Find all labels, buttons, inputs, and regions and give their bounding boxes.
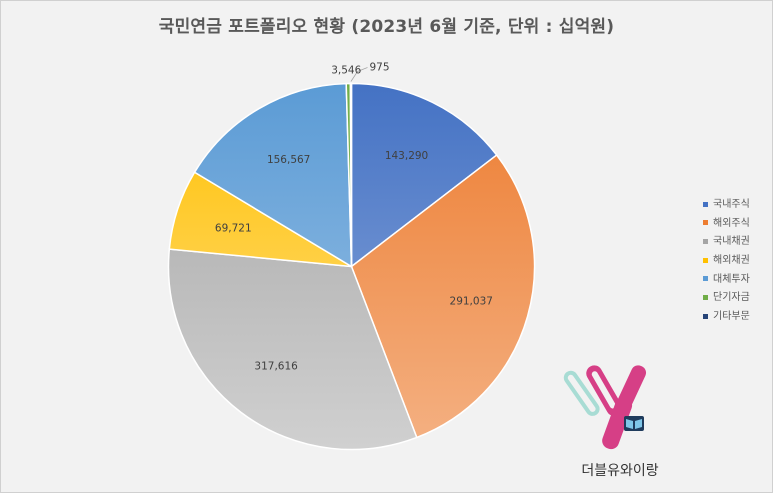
- data-label-3: 317,616: [254, 361, 298, 373]
- pie-slice-3: [167, 248, 418, 451]
- legend-swatch: [703, 257, 708, 263]
- data-label-5: 156,567: [267, 154, 310, 166]
- legend-swatch: [703, 313, 708, 319]
- data-label-1: 143,290: [385, 150, 428, 162]
- chart-title: 국민연금 포트폴리오 현황 (2023년 6월 기준, 단위 : 십억원): [158, 17, 615, 37]
- pie-slice-1: [350, 82, 498, 269]
- pie-slice-2: [350, 154, 536, 439]
- pie-slice-5: [193, 82, 353, 268]
- legend-swatch: [703, 238, 708, 244]
- legend-item-2: 해외주식: [703, 215, 750, 234]
- leader-line: [350, 67, 368, 82]
- legend-label: 단기자금: [713, 292, 750, 304]
- data-label-4: 69,721: [215, 223, 252, 235]
- legend-label: 국내채권: [713, 236, 750, 248]
- legend-item-5: 대체투자: [703, 271, 750, 290]
- legend-label: 국내주식: [713, 199, 750, 210]
- pie-slice-7: [349, 82, 353, 267]
- legend-label: 해외채권: [713, 255, 750, 267]
- data-label-2: 291,037: [450, 295, 493, 307]
- legend-label: 대체투자: [713, 273, 750, 285]
- legend-item-3: 국내채권: [703, 233, 750, 252]
- legend-label: 해외주식: [713, 217, 750, 229]
- logo-text: 더블유와이랑: [581, 463, 659, 479]
- legend-label: 기타부문: [713, 311, 750, 323]
- legend-item-7: 기타부문: [703, 308, 750, 327]
- data-label-6: 3,546: [331, 65, 361, 77]
- data-label-7: 975: [370, 62, 390, 74]
- legend-swatch: [703, 276, 708, 282]
- wy-logo-icon: [563, 365, 647, 450]
- legend-item-4: 해외채권: [703, 252, 750, 271]
- legend-item-1: 국내주식: [703, 196, 750, 215]
- legend-swatch: [703, 220, 708, 226]
- legend-swatch: [703, 201, 708, 207]
- legend-item-6: 단기자금: [703, 289, 750, 308]
- legend-swatch: [703, 294, 708, 300]
